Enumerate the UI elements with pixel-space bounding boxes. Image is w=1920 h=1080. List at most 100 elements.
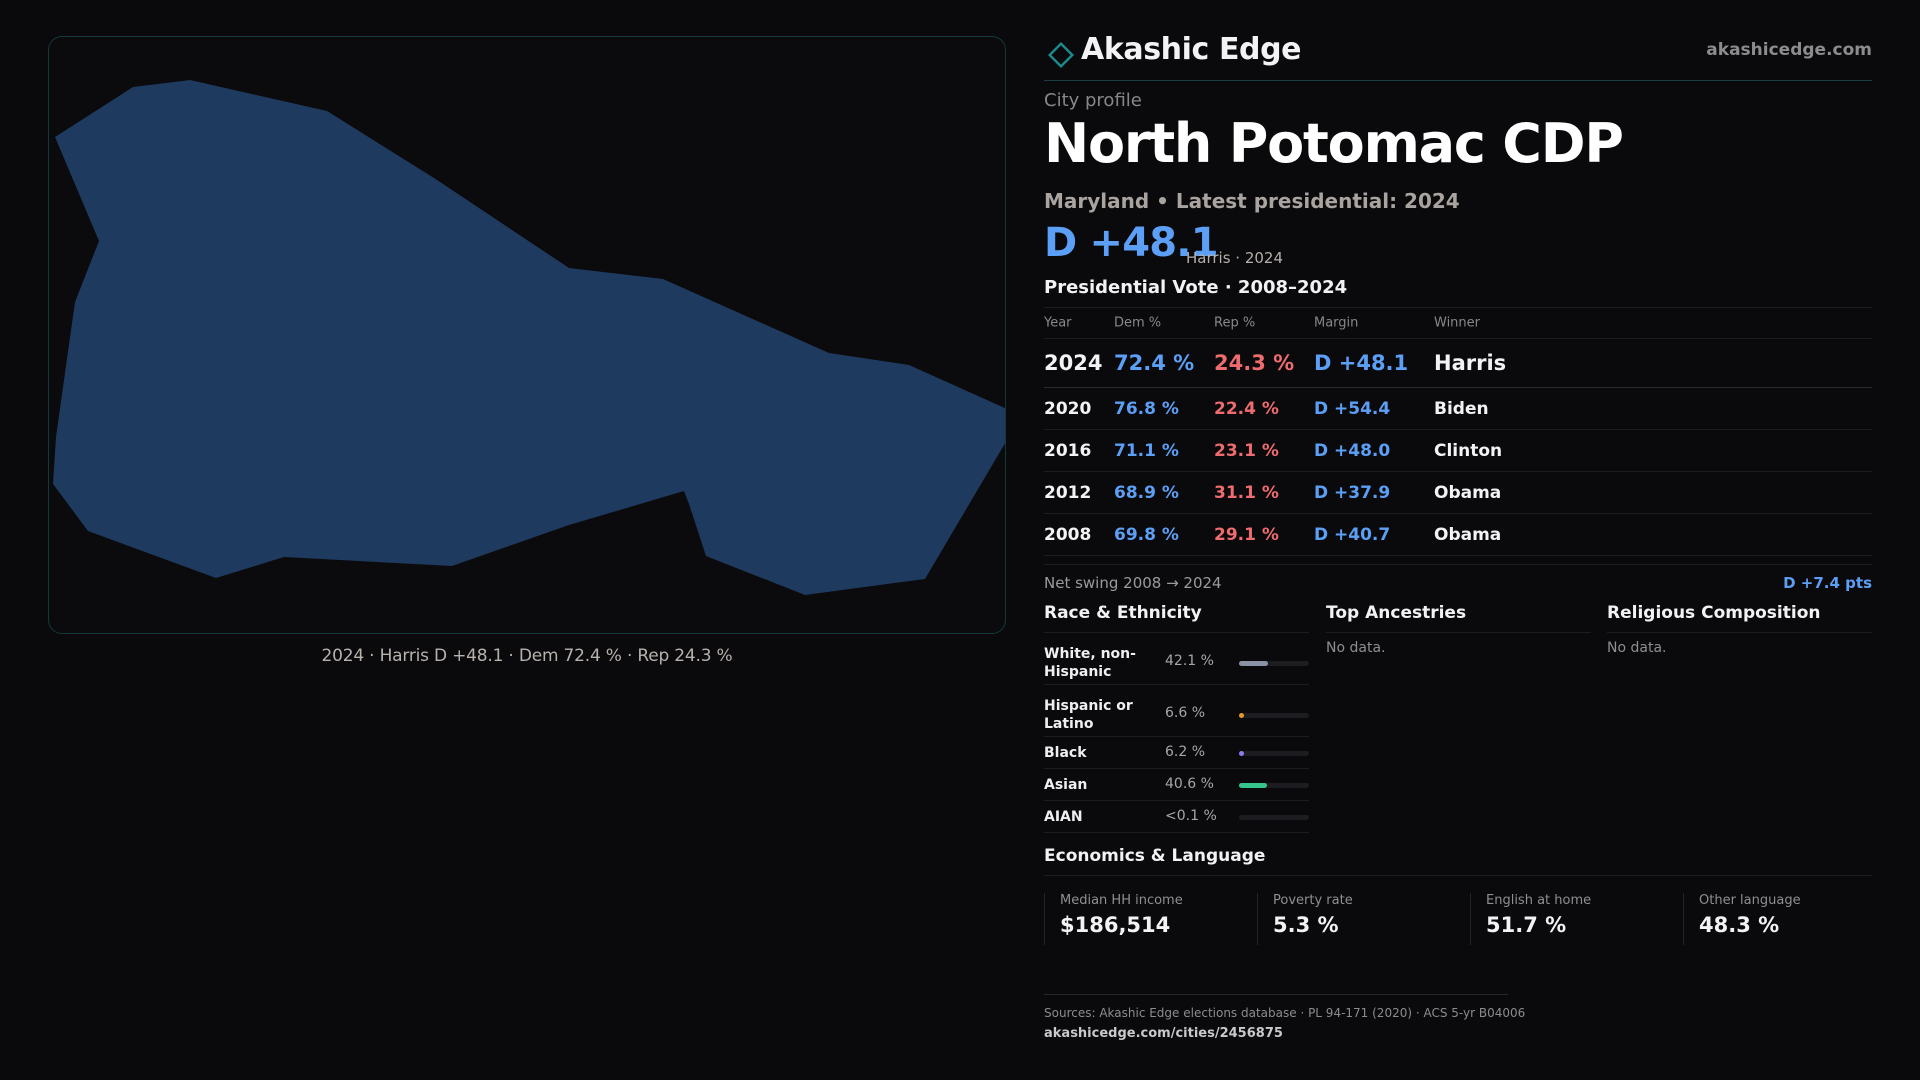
latest-margin-note: Harris · 2024 (1186, 249, 1284, 267)
religion-section-title: Religious Composition (1607, 603, 1821, 623)
page-subtitle: Maryland • Latest presidential: 2024 (1044, 189, 1460, 213)
brand-url-link[interactable]: akashicedge.com (1706, 40, 1872, 60)
footer-divider (1044, 994, 1508, 995)
stat-english-at-home: English at home 51.7 % (1470, 893, 1683, 945)
race-row: White, non-Hispanic 42.1 % (1044, 633, 1309, 685)
race-bar-fill (1239, 751, 1244, 756)
table-row: 2008 69.8 % 29.1 % D +40.7 Obama (1044, 514, 1872, 556)
race-label: Asian (1044, 777, 1088, 793)
page-title: North Potomac CDP (1044, 112, 1624, 175)
column-header-rep: Rep % (1214, 315, 1256, 331)
row-rep-pct: 24.3 % (1214, 351, 1295, 375)
row-year: 2008 (1044, 524, 1092, 545)
row-winner: Harris (1434, 351, 1507, 375)
column-header-dem: Dem % (1114, 315, 1162, 331)
economics-section-title: Economics & Language (1044, 846, 1266, 866)
row-rep-pct: 22.4 % (1214, 398, 1279, 419)
map-panel (48, 36, 1006, 634)
net-swing-row: Net swing 2008 → 2024 D +7.4 pts (1044, 564, 1872, 596)
race-label: AIAN (1044, 809, 1083, 825)
row-dem-pct: 71.1 % (1114, 440, 1179, 461)
race-label: Hispanic or Latino (1044, 698, 1133, 732)
row-year: 2024 (1044, 351, 1103, 375)
race-bar-track (1239, 713, 1309, 718)
race-pct: 6.2 % (1165, 744, 1206, 760)
stat-label: English at home (1486, 893, 1592, 908)
page-url-link[interactable]: akashicedge.com/cities/2456875 (1044, 1026, 1283, 1041)
net-swing-label: Net swing 2008 → 2024 (1044, 574, 1222, 592)
stat-label: Poverty rate (1273, 893, 1353, 908)
table-row: 2020 76.8 % 22.4 % D +54.4 Biden (1044, 388, 1872, 430)
race-bar-track (1239, 815, 1309, 820)
religion-divider (1607, 632, 1872, 633)
stat-other-language: Other language 48.3 % (1683, 893, 1873, 945)
stat-median-income: Median HH income $186,514 (1044, 893, 1257, 945)
vote-table-header: Year Dem % Rep % Margin Winner (1044, 308, 1872, 339)
vote-section-title: Presidential Vote · 2008–2024 (1044, 277, 1348, 298)
race-pct: 6.6 % (1165, 705, 1206, 721)
row-winner: Clinton (1434, 440, 1503, 461)
row-margin: D +48.0 (1314, 440, 1391, 461)
race-row: Asian 40.6 % (1044, 769, 1309, 801)
row-dem-pct: 72.4 % (1114, 351, 1195, 375)
row-dem-pct: 76.8 % (1114, 398, 1179, 419)
row-dem-pct: 68.9 % (1114, 482, 1179, 503)
table-row: 2016 71.1 % 23.1 % D +48.0 Clinton (1044, 430, 1872, 472)
race-divider (1044, 632, 1309, 633)
race-row: AIAN <0.1 % (1044, 801, 1309, 833)
race-bar-fill (1239, 713, 1244, 718)
race-row: Hispanic or Latino 6.6 % (1044, 685, 1309, 737)
city-boundary-shape[interactable] (53, 80, 1006, 595)
race-bar-fill (1239, 783, 1267, 788)
row-rep-pct: 23.1 % (1214, 440, 1279, 461)
row-year: 2012 (1044, 482, 1092, 503)
stat-value: 48.3 % (1699, 913, 1780, 937)
race-pct: <0.1 % (1165, 808, 1217, 824)
row-rep-pct: 31.1 % (1214, 482, 1279, 503)
brand-header: Akashic Edge akashicedge.com (1044, 32, 1872, 81)
diamond-logo-icon (1047, 41, 1075, 69)
column-header-margin: Margin (1314, 315, 1359, 331)
economics-divider (1044, 875, 1872, 876)
row-margin: D +54.4 (1314, 398, 1391, 419)
column-header-year: Year (1044, 315, 1072, 331)
column-header-winner: Winner (1434, 315, 1481, 331)
race-row: Black 6.2 % (1044, 737, 1309, 769)
race-pct: 42.1 % (1165, 653, 1214, 669)
row-year: 2020 (1044, 398, 1092, 419)
race-label: White, non-Hispanic (1044, 646, 1136, 680)
race-section-title: Race & Ethnicity (1044, 603, 1202, 623)
stat-value: 51.7 % (1486, 913, 1567, 937)
ancestries-section-title: Top Ancestries (1326, 603, 1467, 623)
row-winner: Obama (1434, 482, 1502, 503)
row-margin: D +40.7 (1314, 524, 1391, 545)
race-pct: 40.6 % (1165, 776, 1214, 792)
vote-table: Year Dem % Rep % Margin Winner 2024 72.4… (1044, 307, 1872, 556)
stat-poverty-rate: Poverty rate 5.3 % (1257, 893, 1470, 945)
table-row: 2012 68.9 % 31.1 % D +37.9 Obama (1044, 472, 1872, 514)
ancestries-divider (1326, 632, 1591, 633)
stat-label: Median HH income (1060, 893, 1183, 908)
race-label: Black (1044, 745, 1087, 761)
latest-margin: D +48.1 (1044, 220, 1219, 266)
row-margin: D +48.1 (1314, 351, 1409, 375)
map-caption: 2024 · Harris D +48.1 · Dem 72.4 % · Rep… (321, 646, 733, 666)
religion-empty-text: No data. (1607, 640, 1667, 656)
sources-note: Sources: Akashic Edge elections database… (1044, 1006, 1526, 1020)
page-kicker: City profile (1044, 90, 1142, 111)
race-bar-track (1239, 751, 1309, 756)
brand-name: Akashic Edge (1081, 32, 1302, 67)
ancestries-empty-text: No data. (1326, 640, 1386, 656)
city-boundary-map (53, 80, 1006, 595)
row-winner: Biden (1434, 398, 1489, 419)
net-swing-value: D +7.4 pts (1783, 574, 1872, 592)
row-rep-pct: 29.1 % (1214, 524, 1279, 545)
race-bar-fill (1239, 661, 1268, 666)
row-year: 2016 (1044, 440, 1092, 461)
row-dem-pct: 69.8 % (1114, 524, 1179, 545)
race-bar-track (1239, 783, 1309, 788)
stat-label: Other language (1699, 893, 1801, 908)
race-bar-track (1239, 661, 1309, 666)
stat-value: $186,514 (1060, 913, 1171, 937)
row-winner: Obama (1434, 524, 1502, 545)
